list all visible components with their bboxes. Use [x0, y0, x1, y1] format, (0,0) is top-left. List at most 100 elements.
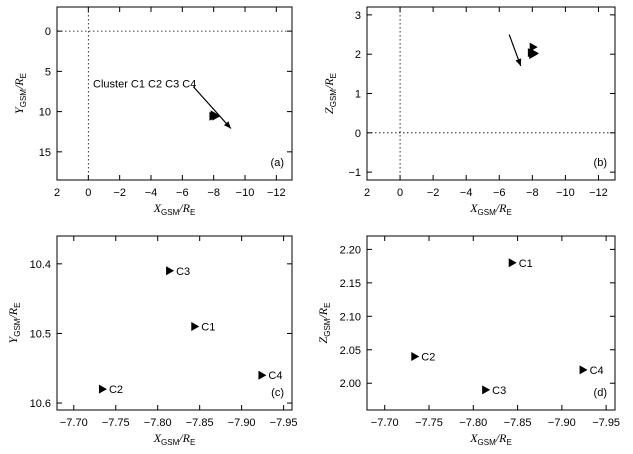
y-axis-label-sub: GSM: [329, 89, 338, 108]
y-tick-label: 0: [355, 128, 361, 140]
spacecraft-label: C4: [590, 365, 604, 377]
x-tick-label: −12: [589, 187, 608, 199]
spacecraft-marker: [508, 258, 517, 268]
spacecraft-marker: [191, 321, 200, 331]
x-axis-label-sub: GSM: [478, 438, 497, 447]
x-axis-label-sub: GSM: [478, 208, 497, 217]
spacecraft-label: C3: [176, 266, 190, 278]
y-tick-label: 10.4: [30, 259, 51, 271]
spacecraft-marker: [411, 351, 420, 361]
x-axis-label-unit: /R: [178, 431, 190, 445]
y-axis-label: ZGSM/RE: [322, 73, 338, 114]
x-axis-label-unit: /R: [495, 431, 507, 445]
x-tick-label: 2: [364, 187, 370, 199]
spacecraft-marker: [212, 111, 221, 121]
y-axis-label-unit: /R: [6, 307, 20, 319]
x-axis-label-unit-sub: E: [506, 208, 511, 217]
y-axis-label-main: Z: [316, 336, 330, 343]
y-tick-label: 2: [355, 49, 361, 61]
y-axis-label-unit-sub: E: [13, 303, 22, 308]
plot-frame: [56, 6, 293, 181]
y-tick-label: 2.15: [340, 278, 361, 290]
spacecraft-marker: [482, 385, 491, 395]
x-axis-label-sub: GSM: [161, 208, 180, 217]
panel-label: (b): [594, 157, 607, 169]
x-axis-label-unit-sub: E: [190, 208, 195, 217]
y-tick-label: 2.05: [340, 345, 361, 357]
y-tick-label: 2.00: [340, 378, 361, 390]
x-tick-label: 0: [397, 187, 403, 199]
panel-d: −7.70 −7.75 −7.80 −7.85 −7.90 −7.95 2.00 2.05 2.…: [316, 235, 620, 447]
y-tick-label: 15: [39, 147, 51, 159]
y-axis-label-sub: GSM: [323, 318, 332, 337]
x-axis-label-unit-sub: E: [506, 438, 511, 447]
x-tick-label: −8: [526, 187, 539, 199]
spacecraft-label: C2: [109, 384, 123, 396]
x-axis-label: XGSM/RE: [469, 431, 512, 447]
x-tick-label: −6: [176, 187, 189, 199]
spacecraft-label: C2: [421, 351, 435, 363]
y-axis-label-unit-sub: E: [19, 73, 28, 78]
x-axis-label-unit-sub: E: [190, 438, 195, 447]
y-axis-label-sub: GSM: [19, 89, 28, 108]
x-tick-label: −2: [427, 187, 440, 199]
y-tick-label: 3: [355, 10, 361, 22]
x-tick-label: −7.95: [270, 417, 298, 429]
y-axis-label-unit: /R: [322, 78, 336, 90]
y-axis-label-unit: /R: [316, 307, 330, 319]
y-axis-label-unit-sub: E: [323, 303, 332, 308]
y-axis-label-unit: /R: [12, 78, 26, 90]
x-axis-label-unit: /R: [495, 201, 507, 215]
panel-a: 2 0 −2 −4 −6 −8 −10 −12051015XGSM/REYGSM/RE(a)C…: [12, 6, 293, 217]
x-tick-label: −4: [145, 187, 158, 199]
x-tick-label: 0: [85, 187, 91, 199]
spacecraft-marker: [258, 370, 267, 380]
x-tick-label: −7.85: [186, 417, 214, 429]
y-axis-label-main: Y: [6, 335, 20, 343]
spacecraft-marker: [98, 384, 107, 394]
x-tick-label: −12: [267, 187, 286, 199]
y-axis-label-main: Y: [12, 106, 26, 114]
spacecraft-label: C1: [201, 321, 215, 333]
x-tick-label: −7.80: [144, 417, 172, 429]
y-tick-label: 10.6: [30, 398, 51, 410]
x-axis-label-main: X: [469, 201, 478, 215]
x-tick-label: −7.70: [60, 417, 88, 429]
y-axis-label-sub: GSM: [13, 318, 22, 337]
spacecraft-marker: [166, 266, 175, 276]
panel-c: −7.70 −7.75 −7.80 −7.85 −7.90 −7.95 10.4 10.5 10…: [6, 235, 298, 447]
spacecraft-label: C3: [492, 385, 506, 397]
x-axis-label-main: X: [153, 201, 162, 215]
x-tick-label: −8: [207, 187, 220, 199]
plot-frame: [366, 6, 616, 181]
y-tick-label: 10: [39, 107, 51, 119]
y-tick-label: 10.5: [30, 328, 51, 340]
x-tick-label: 2: [54, 187, 60, 199]
y-axis-label: YGSM/RE: [6, 303, 22, 344]
x-tick-label: −7.95: [592, 417, 620, 429]
motion-arrow-shaft: [192, 86, 232, 129]
motion-arrow-head: [223, 121, 231, 129]
x-axis-label-main: X: [469, 431, 478, 445]
spacecraft-label: C1: [519, 258, 533, 270]
y-axis-label-unit-sub: E: [329, 73, 338, 78]
x-tick-label: −7.75: [415, 417, 443, 429]
y-tick-label: 0: [45, 26, 51, 38]
plot-frame: [366, 235, 616, 411]
y-axis-label: ZGSM/RE: [316, 303, 332, 344]
x-tick-label: −7.75: [102, 417, 130, 429]
x-tick-label: −10: [556, 187, 575, 199]
y-tick-label: −1: [348, 167, 361, 179]
x-axis-label-unit: /R: [178, 201, 190, 215]
y-tick-label: 1: [355, 89, 361, 101]
x-tick-label: −7.85: [504, 417, 532, 429]
x-tick-label: −7.80: [459, 417, 487, 429]
x-axis-label-sub: GSM: [161, 438, 180, 447]
x-axis-label: XGSM/RE: [153, 431, 196, 447]
panel-label: (a): [271, 157, 284, 169]
x-tick-label: −7.90: [228, 417, 256, 429]
spacecraft-marker: [531, 48, 540, 58]
y-axis-label: YGSM/RE: [12, 73, 28, 114]
